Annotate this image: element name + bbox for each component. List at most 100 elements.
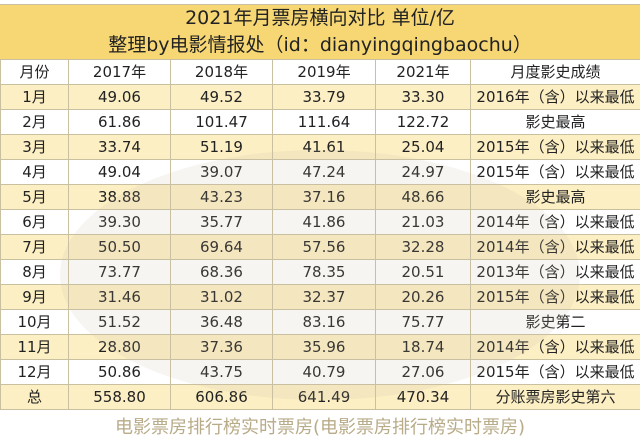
table-cell: 2015年（含）以来最低 [470, 284, 640, 310]
table-cell: 50.50 [68, 234, 171, 260]
table-cell: 40.79 [272, 359, 376, 385]
table-cell: 73.77 [68, 259, 171, 285]
table-cell: 57.56 [272, 234, 376, 260]
table-row: 8月 73.77 68.36 78.35 20.51 2013年（含）以来最低 [0, 259, 640, 285]
table-cell: 24.97 [375, 159, 471, 185]
table-row: 2月 61.86 101.47 111.64 122.72 影史最高 [0, 109, 640, 135]
column-header: 月度影史成绩 [470, 59, 640, 85]
table-cell: 12月 [0, 359, 69, 385]
table-cell: 38.88 [68, 184, 171, 210]
table-cell: 37.16 [272, 184, 376, 210]
table-cell: 39.07 [170, 159, 273, 185]
box-office-table: 月份 2017年 2018年 2019年 2021年 月度影史成绩 1月 49.06 49.52… [0, 59, 640, 410]
table-subtitle: 整理by电影情报处（id：dianyingqingbaochu） [0, 32, 640, 59]
table-cell: 7月 [0, 234, 69, 260]
table-cell: 51.52 [68, 309, 171, 335]
watermark-text: 电影票房排行榜实时票房(电影票房排行榜实时票房) [114, 417, 526, 438]
table-row: 12月 50.86 43.75 40.79 27.06 2015年（含）以来最低 [0, 359, 640, 385]
table-row: 11月 28.80 37.36 35.96 18.74 2014年（含）以来最低 [0, 334, 640, 360]
table-cell: 69.64 [170, 234, 273, 260]
table-cell: 36.48 [170, 309, 273, 335]
table-cell: 31.02 [170, 284, 273, 310]
table-cell: 35.96 [272, 334, 376, 360]
column-header: 2021年 [375, 59, 471, 85]
column-header: 2019年 [272, 59, 376, 85]
table-cell: 影史第二 [470, 309, 640, 335]
table-cell: 39.30 [68, 209, 171, 235]
table-cell: 83.16 [272, 309, 376, 335]
table-cell: 18.74 [375, 334, 471, 360]
table-cell: 2015年（含）以来最低 [470, 134, 640, 160]
table-cell: 6月 [0, 209, 69, 235]
table-cell: 47.24 [272, 159, 376, 185]
table-row: 总 558.80 606.86 641.49 470.34 分账票房影史第六 [0, 384, 640, 410]
table-cell: 32.37 [272, 284, 376, 310]
table-row: 5月 38.88 43.23 37.16 48.66 影史最高 [0, 184, 640, 210]
table-cell: 10月 [0, 309, 69, 335]
table-cell: 2014年（含）以来最低 [470, 209, 640, 235]
table-cell: 2015年（含）以来最低 [470, 359, 640, 385]
table-row: 6月 39.30 35.77 41.86 21.03 2014年（含）以来最低 [0, 209, 640, 235]
top-border [0, 0, 640, 5]
table-cell: 606.86 [170, 384, 273, 410]
table-cell: 68.36 [170, 259, 273, 285]
table-cell: 4月 [0, 159, 69, 185]
table-cell: 35.77 [170, 209, 273, 235]
table-cell: 470.34 [375, 384, 471, 410]
table-title: 2021年月票房横向对比 单位/亿 [0, 5, 640, 32]
table-cell: 49.06 [68, 84, 171, 110]
table-cell: 43.75 [170, 359, 273, 385]
table-cell: 41.61 [272, 134, 376, 160]
table-cell: 50.86 [68, 359, 171, 385]
table-cell: 3月 [0, 134, 69, 160]
table-cell: 43.23 [170, 184, 273, 210]
table-cell: 49.52 [170, 84, 273, 110]
table-cell: 27.06 [375, 359, 471, 385]
column-header: 2017年 [68, 59, 171, 85]
table-cell: 1月 [0, 84, 69, 110]
table-cell: 5月 [0, 184, 69, 210]
table-cell: 32.28 [375, 234, 471, 260]
table-cell: 20.51 [375, 259, 471, 285]
table-cell: 影史最高 [470, 184, 640, 210]
table-row: 4月 49.04 39.07 47.24 24.97 2015年（含）以来最低 [0, 159, 640, 185]
table-cell: 2015年（含）以来最低 [470, 159, 640, 185]
table-cell: 2月 [0, 109, 69, 135]
table-row: 3月 33.74 51.19 41.61 25.04 2015年（含）以来最低 [0, 134, 640, 160]
table-cell: 101.47 [170, 109, 273, 135]
column-header: 月份 [0, 59, 69, 85]
table-cell: 分账票房影史第六 [470, 384, 640, 410]
table-cell: 20.26 [375, 284, 471, 310]
table-cell: 21.03 [375, 209, 471, 235]
table-row: 10月 51.52 36.48 83.16 75.77 影史第二 [0, 309, 640, 335]
table-cell: 2016年（含）以来最低 [470, 84, 640, 110]
table-cell: 11月 [0, 334, 69, 360]
table-cell: 2014年（含）以来最低 [470, 234, 640, 260]
table-cell: 31.46 [68, 284, 171, 310]
table-cell: 影史最高 [470, 109, 640, 135]
table-cell: 641.49 [272, 384, 376, 410]
table-cell: 49.04 [68, 159, 171, 185]
table-cell: 2014年（含）以来最低 [470, 334, 640, 360]
table-cell: 33.30 [375, 84, 471, 110]
table-cell: 33.74 [68, 134, 171, 160]
table-cell: 28.80 [68, 334, 171, 360]
column-header: 2018年 [170, 59, 273, 85]
table-cell: 78.35 [272, 259, 376, 285]
table-cell: 51.19 [170, 134, 273, 160]
table-cell: 2013年（含）以来最低 [470, 259, 640, 285]
table-row: 1月 49.06 49.52 33.79 33.30 2016年（含）以来最低 [0, 84, 640, 110]
table-cell: 37.36 [170, 334, 273, 360]
table-row: 7月 50.50 69.64 57.56 32.28 2014年（含）以来最低 [0, 234, 640, 260]
table-cell: 8月 [0, 259, 69, 285]
table-cell: 41.86 [272, 209, 376, 235]
table-cell: 总 [0, 384, 69, 410]
table-cell: 122.72 [375, 109, 471, 135]
table-cell: 75.77 [375, 309, 471, 335]
header-row: 月份 2017年 2018年 2019年 2021年 月度影史成绩 [0, 59, 640, 85]
table-cell: 111.64 [272, 109, 376, 135]
table-cell: 48.66 [375, 184, 471, 210]
table-cell: 61.86 [68, 109, 171, 135]
table-cell: 33.79 [272, 84, 376, 110]
table-cell: 9月 [0, 284, 69, 310]
